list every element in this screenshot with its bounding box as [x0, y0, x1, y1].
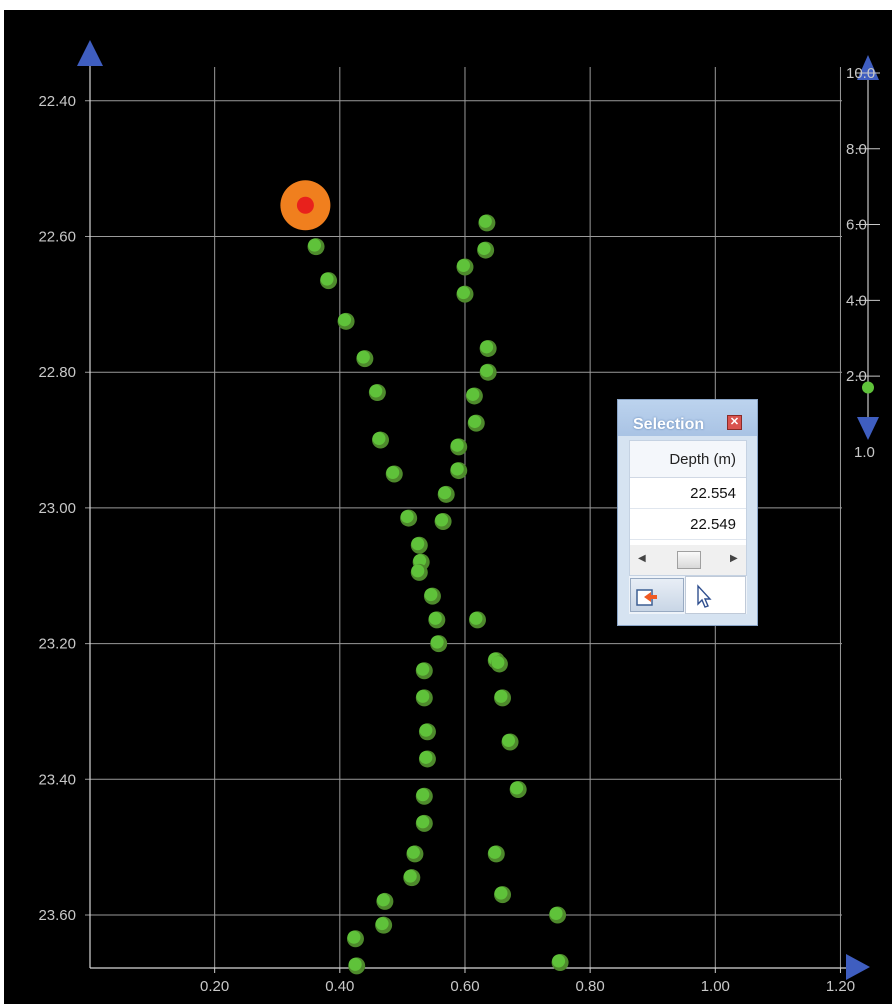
data-point-highlight — [347, 930, 361, 944]
y-tick-label: 23.60 — [38, 907, 76, 924]
data-point-highlight — [438, 486, 452, 500]
data-point-highlight — [406, 845, 420, 859]
data-point-highlight — [469, 611, 483, 625]
selection-title-bar[interactable]: Selection ✕ — [618, 400, 757, 436]
data-point-highlight — [338, 313, 352, 327]
data-point-highlight — [348, 957, 362, 971]
data-point-highlight — [430, 635, 444, 649]
data-point-highlight — [478, 214, 492, 228]
data-point-highlight — [549, 907, 563, 920]
data-point-highlight — [494, 886, 508, 900]
scroll-thumb[interactable] — [677, 551, 701, 569]
horizontal-scrollbar[interactable]: ◀ ▶ — [630, 545, 746, 575]
data-point-highlight — [320, 272, 334, 286]
selection-grid: Depth (m) 22.554 22.549 ◀ ▶ — [629, 440, 747, 576]
y-tick-label: 22.60 — [38, 229, 76, 246]
chart-canvas[interactable]: 0.20 0.40 0.60 0.80 1.00 1.20 22.40 22.60 22.80 2… — [4, 10, 892, 1004]
depth-row[interactable]: 22.554 — [630, 478, 746, 509]
color-scale-min-arrow-icon — [857, 417, 879, 440]
x-tick-label: 0.20 — [200, 978, 229, 995]
x-axis-arrow-icon — [846, 954, 870, 980]
data-point-highlight — [510, 781, 524, 795]
y-tick-label: 22.40 — [38, 93, 76, 110]
data-point-highlight — [491, 655, 505, 669]
selected-point — [296, 196, 314, 214]
y-tick-label: 22.80 — [38, 364, 76, 381]
data-point-highlight — [428, 611, 442, 625]
select-point-button[interactable] — [630, 578, 684, 612]
selection-title: Selection — [633, 416, 705, 433]
data-point-highlight — [424, 588, 438, 602]
pointer-icon — [697, 584, 712, 608]
scroll-right-arrow-icon[interactable]: ▶ — [730, 553, 738, 564]
data-point-highlight — [376, 893, 390, 907]
data-point-highlight — [416, 788, 430, 802]
x-tick-label: 0.80 — [576, 978, 605, 995]
x-tick-label: 0.60 — [450, 978, 479, 995]
depth-column-header[interactable]: Depth (m) — [630, 441, 746, 478]
color-scale-max-arrow-icon — [857, 55, 879, 80]
data-point-highlight — [480, 364, 494, 378]
color-scale-tick-label: 4.0 — [846, 292, 867, 309]
data-point-highlight — [435, 513, 449, 527]
scroll-left-arrow-icon[interactable]: ◀ — [638, 553, 646, 564]
y-axis-arrow-icon — [77, 40, 103, 66]
x-tick-label: 1.20 — [826, 978, 855, 995]
data-point-highlight — [400, 510, 414, 524]
data-point-highlight — [308, 238, 322, 252]
data-point-highlight — [416, 662, 430, 676]
data-point-highlight — [386, 465, 400, 479]
pointer-button[interactable] — [685, 576, 746, 614]
data-point-highlight — [413, 554, 427, 568]
y-tick-label: 23.20 — [38, 636, 76, 653]
color-scale-marker — [862, 381, 874, 394]
data-point-highlight — [502, 733, 516, 747]
x-tick-label: 1.00 — [701, 978, 730, 995]
data-point-highlight — [356, 350, 370, 364]
data-point-highlight — [456, 259, 470, 273]
color-scale-tick-label: 10.0 — [846, 65, 875, 82]
data-point-highlight — [477, 242, 491, 256]
y-tick-label: 23.00 — [38, 500, 76, 517]
data-point-highlight — [468, 415, 482, 429]
color-scale-tick-label: 8.0 — [846, 141, 867, 158]
data-point-highlight — [416, 689, 430, 703]
data-point-highlight — [416, 815, 430, 829]
close-icon[interactable]: ✕ — [727, 415, 742, 430]
data-point-highlight — [403, 869, 417, 883]
data-point-highlight — [411, 537, 425, 551]
data-point-highlight — [456, 286, 470, 300]
data-point-highlight — [552, 954, 566, 968]
x-tick-label: 0.40 — [325, 978, 354, 995]
color-scale-tick-label: 2.0 — [846, 368, 867, 385]
selection-panel: Selection ✕ Depth (m) 22.554 22.549 ◀ ▶ — [617, 399, 758, 626]
data-point-highlight — [372, 432, 386, 446]
color-scale-min-label: 1.0 — [854, 444, 875, 461]
data-point-highlight — [494, 689, 508, 703]
data-point-highlight — [419, 723, 433, 737]
data-point-highlight — [466, 387, 480, 401]
data-point-highlight — [450, 462, 464, 476]
data-point-highlight — [450, 438, 464, 452]
depth-row[interactable]: 22.549 — [630, 509, 746, 540]
scatter-plot[interactable]: 0.20 0.40 0.60 0.80 1.00 1.20 22.40 22.60 22.80 2… — [4, 10, 892, 1004]
data-point-highlight — [488, 845, 502, 859]
data-point-highlight — [419, 750, 433, 764]
select-point-icon — [636, 589, 657, 606]
selection-toolbar — [629, 576, 747, 614]
data-point-highlight — [369, 384, 383, 398]
y-tick-label: 23.40 — [38, 771, 76, 788]
data-point-highlight — [411, 564, 425, 578]
data-point-highlight — [375, 917, 389, 931]
color-scale-tick-label: 6.0 — [846, 217, 867, 234]
data-point-highlight — [480, 340, 494, 354]
